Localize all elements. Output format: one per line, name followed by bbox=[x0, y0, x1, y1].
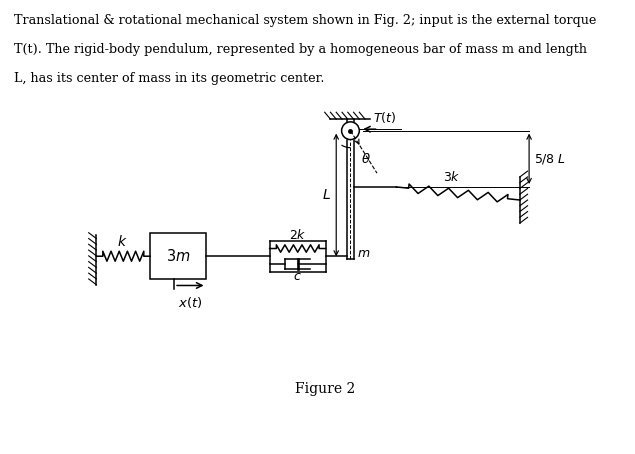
Bar bbox=[150, 233, 206, 279]
Text: $c$: $c$ bbox=[293, 271, 302, 283]
Text: L, has its center of mass in its geometric center.: L, has its center of mass in its geometr… bbox=[14, 72, 324, 85]
Text: $3m$: $3m$ bbox=[166, 248, 190, 264]
Text: T(t). The rigid-body pendulum, represented by a homogeneous bar of mass m and le: T(t). The rigid-body pendulum, represent… bbox=[14, 43, 587, 56]
Text: $L$: $L$ bbox=[322, 188, 331, 202]
Text: $T(t)$: $T(t)$ bbox=[373, 109, 396, 124]
Text: $x(t)$: $x(t)$ bbox=[178, 295, 203, 310]
Text: $\theta$: $\theta$ bbox=[361, 152, 371, 166]
Text: Translational & rotational mechanical system shown in Fig. 2; input is the exter: Translational & rotational mechanical sy… bbox=[14, 14, 596, 27]
Text: Figure 2: Figure 2 bbox=[295, 382, 355, 396]
Text: $2k$: $2k$ bbox=[289, 227, 307, 242]
Text: $k$: $k$ bbox=[117, 233, 127, 248]
Text: $3k$: $3k$ bbox=[443, 170, 461, 184]
Text: $5/8\ L$: $5/8\ L$ bbox=[534, 152, 566, 166]
Text: $m$: $m$ bbox=[357, 247, 370, 260]
